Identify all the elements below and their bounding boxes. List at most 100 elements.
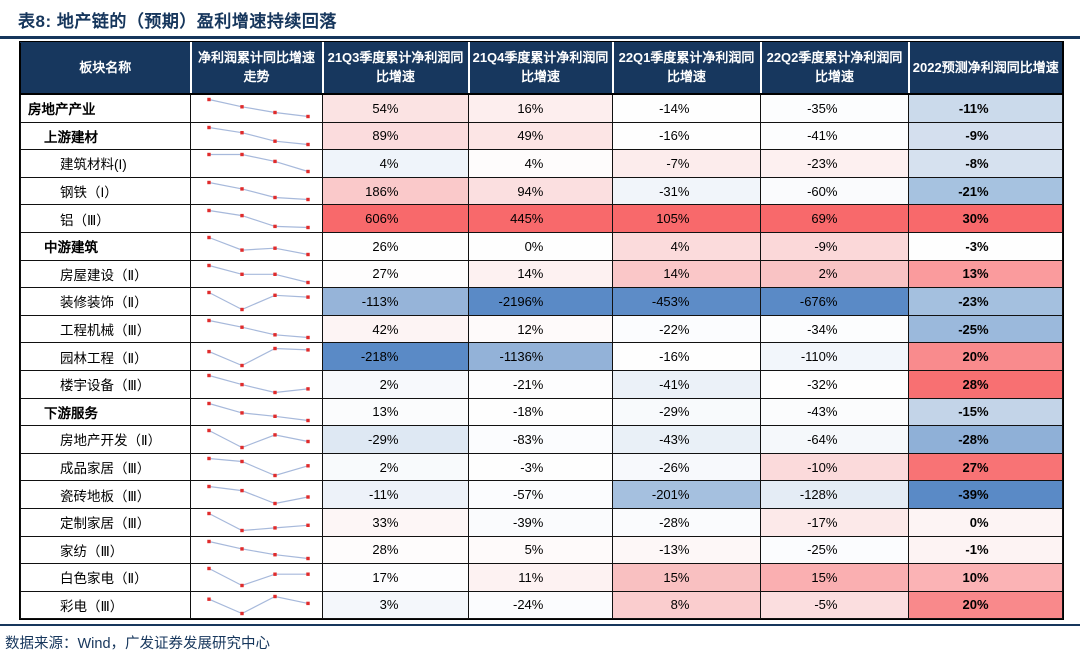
value-text: -113%	[361, 293, 399, 309]
value-text: -14%	[659, 100, 690, 116]
value-cell-22q2: 15%	[760, 563, 909, 592]
value-text: 94%	[517, 183, 544, 199]
sparkline-marker	[305, 387, 310, 391]
sparkline-marker	[305, 225, 310, 229]
value-text: -26%	[659, 459, 690, 475]
sparkline-marker	[206, 180, 211, 185]
sector-name-cell: 房地产产业	[20, 93, 191, 123]
value-cell-2022e: 10%	[908, 563, 1063, 592]
value-text: -16%	[659, 128, 690, 144]
value-cell-21q3: 42%	[322, 314, 469, 344]
trend-sparkline	[206, 594, 310, 616]
trend-sparkline	[206, 484, 310, 505]
sparkline-marker	[305, 556, 310, 560]
sector-name-cell: 园林工程（Ⅱ）	[20, 342, 191, 371]
value-text: 13%	[962, 266, 989, 282]
sparkline-marker	[206, 98, 211, 102]
value-cell-22q1: -201%	[612, 480, 761, 509]
sparkline-marker	[305, 115, 310, 119]
column-header-sector: 板块名称	[20, 42, 192, 95]
value-cell-22q1: -29%	[612, 397, 761, 427]
sparkline-cell	[190, 149, 323, 178]
table-row: 彩电（Ⅲ） 3% -24% 8% -5% 20%	[20, 590, 1063, 620]
sparkline-cell	[190, 590, 323, 620]
sparkline-cell	[190, 369, 323, 399]
value-cell-2022e: -23%	[908, 287, 1063, 316]
table-row: 下游服务 13% -18% -29% -43% -15%	[20, 397, 1063, 427]
value-text: 42%	[372, 321, 399, 337]
sparkline-cell	[190, 121, 323, 151]
value-text: -43%	[807, 404, 838, 420]
value-cell-22q1: -41%	[612, 369, 761, 399]
value-cell-2022e: -3%	[908, 231, 1063, 261]
profit-growth-table: 板块名称 净利润累计同比增速走势 21Q3季度累计净利润同比增速 21Q4季度累…	[19, 40, 1064, 621]
value-cell-22q2: -41%	[760, 121, 909, 151]
value-text: 27%	[962, 459, 989, 475]
value-cell-22q2: -676%	[760, 287, 909, 316]
sparkline-marker	[206, 349, 211, 353]
table-row: 中游建筑 26% 0% 4% -9% -3%	[20, 231, 1063, 261]
table-row: 瓷砖地板（Ⅲ） -11% -57% -201% -128% -39%	[20, 480, 1063, 509]
sparkline-marker	[239, 546, 244, 551]
value-text: -17%	[807, 514, 838, 530]
sparkline-marker	[272, 572, 277, 577]
table-row: 成品家居（Ⅲ） 2% -3% -26% -10% 27%	[20, 452, 1063, 482]
value-cell-22q2: -60%	[760, 176, 909, 206]
table-row: 房地产产业 54% 16% -14% -35% -11%	[20, 93, 1063, 123]
value-text: 14%	[663, 266, 690, 282]
trend-sparkline	[206, 291, 310, 312]
sparkline-marker	[272, 391, 277, 395]
value-cell-21q4: 445%	[468, 204, 613, 233]
value-text: -83%	[513, 431, 544, 447]
sparkline-marker	[305, 572, 310, 577]
sector-name-cell: 建筑材料(I)	[20, 149, 191, 178]
value-text: 15%	[663, 569, 690, 585]
value-text: -128%	[799, 487, 838, 503]
sparkline-marker	[272, 224, 277, 228]
sector-name-cell: 定制家居（Ⅲ）	[20, 507, 191, 537]
value-text: -7%	[666, 155, 690, 171]
column-header-22q2: 22Q2季度累计净利润同比增速	[760, 42, 910, 95]
value-cell-21q3: -11%	[322, 480, 469, 509]
column-header-22q1: 22Q1季度累计净利润同比增速	[612, 42, 762, 95]
value-cell-22q2: -64%	[760, 425, 909, 454]
table-body: 房地产产业 54% 16% -14% -35% -11% 上游建材 89% 49% -16% -41…	[20, 93, 1063, 620]
value-cell-22q2: -32%	[760, 369, 909, 399]
sparkline-marker	[206, 456, 211, 461]
sparkline-marker	[239, 383, 244, 387]
value-cell-21q3: 186%	[322, 176, 469, 206]
sector-name-cell: 上游建材	[20, 121, 191, 151]
value-text: -24%	[513, 597, 544, 613]
value-text: 13%	[372, 404, 399, 420]
value-text: 54%	[372, 100, 399, 116]
value-cell-2022e: 30%	[908, 204, 1063, 233]
table-row: 楼宇设备（Ⅲ） 2% -21% -41% -32% 28%	[20, 369, 1063, 399]
value-cell-21q4: -21%	[468, 369, 613, 399]
table-row: 白色家电（Ⅱ） 17% 11% 15% 15% 10%	[20, 563, 1063, 592]
sparkline-marker	[272, 272, 277, 276]
table-row: 工程机械（Ⅲ） 42% 12% -22% -34% -25%	[20, 314, 1063, 344]
value-text: -35%	[807, 100, 838, 116]
value-text: -41%	[807, 128, 838, 144]
value-cell-2022e: -21%	[908, 176, 1063, 206]
value-cell-2022e: -15%	[908, 397, 1063, 427]
page-title: 表8: 地产链的（预期）盈利增速持续回落	[18, 12, 337, 31]
trend-sparkline	[206, 374, 310, 395]
value-cell-21q3: -29%	[322, 425, 469, 454]
sparkline-marker	[206, 153, 211, 157]
value-cell-22q1: -28%	[612, 507, 761, 537]
bottom-divider	[0, 624, 1080, 627]
value-cell-21q4: -2196%	[468, 287, 613, 316]
value-cell-22q2: 2%	[760, 259, 909, 289]
sparkline-marker	[305, 335, 310, 340]
sector-name-cell: 白色家电（Ⅱ）	[20, 563, 191, 592]
sparkline-marker	[206, 484, 211, 488]
value-text: 3%	[379, 597, 399, 613]
value-cell-22q1: -453%	[612, 287, 761, 316]
value-cell-22q2: -23%	[760, 149, 909, 178]
sparkline-marker	[272, 111, 277, 115]
value-cell-21q3: 89%	[322, 121, 469, 151]
value-cell-2022e: -28%	[908, 425, 1063, 454]
value-text: -2196%	[498, 293, 544, 309]
sparkline-marker	[272, 501, 277, 505]
